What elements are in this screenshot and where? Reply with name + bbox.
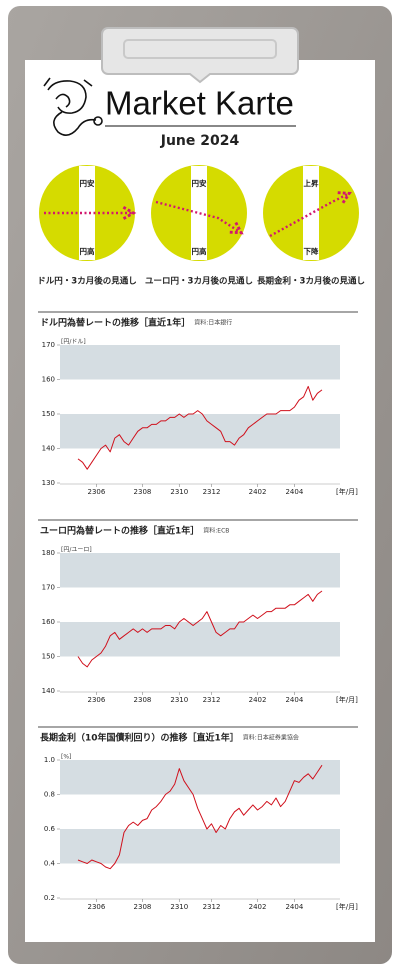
x-tick-label: 2310 — [170, 903, 188, 911]
x-tick-label: 2308 — [134, 903, 152, 911]
x-tick-label: 2402 — [249, 696, 267, 704]
x-tick-label: 2308 — [134, 488, 152, 496]
x-tick-label: 2312 — [203, 903, 221, 911]
outlook-caption: 長期金利・3カ月後の見通し — [257, 276, 365, 287]
data-line — [77, 764, 323, 870]
y-tick-label: 140 — [42, 445, 55, 453]
outlook-arrow — [155, 200, 240, 232]
clip — [101, 27, 299, 84]
x-tick-label: 2310 — [170, 488, 188, 496]
y-tick-label: 0.2 — [44, 894, 55, 902]
outlook-top: 円安 — [80, 178, 95, 188]
x-unit: [年/月] — [336, 902, 358, 911]
y-unit: [%] — [61, 754, 71, 761]
y-tick-label: 130 — [42, 479, 55, 487]
chart-title: ドル円為替レートの推移［直近1年］ — [40, 317, 190, 329]
data-line — [77, 590, 323, 668]
outlook-caption: ドル円・3カ月後の見通し — [37, 276, 136, 287]
band — [60, 414, 340, 449]
x-tick-label: 2402 — [249, 488, 267, 496]
x-unit: [年/月] — [336, 487, 358, 496]
chart-source: 資料:ECB — [203, 527, 229, 535]
outlook-bar — [79, 166, 95, 260]
x-tick-label: 2306 — [88, 696, 106, 704]
y-tick-label: 0.8 — [44, 791, 55, 799]
outlook-arrow — [269, 194, 348, 238]
band — [60, 553, 340, 588]
x-tick-label: 2306 — [88, 488, 106, 496]
outlook-bar — [191, 166, 207, 260]
chart-title: 長期金利（10年国債利回り）の推移［直近1年］ — [40, 732, 239, 744]
y-tick-label: 170 — [42, 584, 55, 592]
x-tick-label: 2404 — [285, 488, 303, 496]
y-tick-label: 180 — [42, 549, 55, 557]
logo — [43, 77, 103, 136]
date: June 2024 — [160, 133, 240, 149]
y-tick-label: 0.4 — [44, 860, 56, 868]
outlook-bottom: 円高 — [192, 246, 207, 256]
outlook-bar — [303, 166, 319, 260]
y-tick-label: 150 — [42, 410, 55, 418]
outlook-top: 円安 — [192, 178, 207, 188]
y-tick-label: 1.0 — [44, 756, 55, 764]
outlook-caption: ユーロ円・3カ月後の見通し — [145, 276, 253, 287]
y-unit: [円/ドル] — [61, 339, 86, 346]
outlook-bottom: 下降 — [304, 246, 319, 256]
x-unit: [年/月] — [336, 695, 358, 704]
band — [60, 345, 340, 380]
x-tick-label: 2402 — [249, 903, 267, 911]
y-unit: [円/ユーロ] — [61, 547, 92, 554]
x-tick-label: 2404 — [285, 903, 303, 911]
x-tick-label: 2308 — [134, 696, 152, 704]
y-tick-label: 160 — [42, 618, 55, 626]
chart-source: 資料:日本銀行 — [194, 319, 232, 327]
x-tick-label: 2404 — [285, 696, 303, 704]
x-tick-label: 2310 — [170, 696, 188, 704]
band — [60, 760, 340, 795]
y-tick-label: 0.6 — [44, 825, 56, 833]
chart-source: 資料:日本証券業協会 — [243, 734, 299, 742]
band — [60, 622, 340, 657]
outlook-bottom: 円高 — [80, 246, 95, 256]
x-tick-label: 2306 — [88, 903, 106, 911]
y-tick-label: 140 — [42, 687, 55, 695]
title: Market Karte — [105, 85, 294, 122]
y-tick-label: 170 — [42, 341, 55, 349]
data-line — [77, 385, 323, 470]
x-tick-label: 2312 — [203, 488, 221, 496]
clip-hole — [123, 39, 277, 59]
y-tick-label: 150 — [42, 653, 55, 661]
x-tick-label: 2312 — [203, 696, 221, 704]
chart-title: ユーロ円為替レートの推移［直近1年］ — [40, 525, 199, 537]
band — [60, 829, 340, 864]
y-tick-label: 160 — [42, 376, 55, 384]
outlook-top: 上昇 — [304, 178, 319, 188]
